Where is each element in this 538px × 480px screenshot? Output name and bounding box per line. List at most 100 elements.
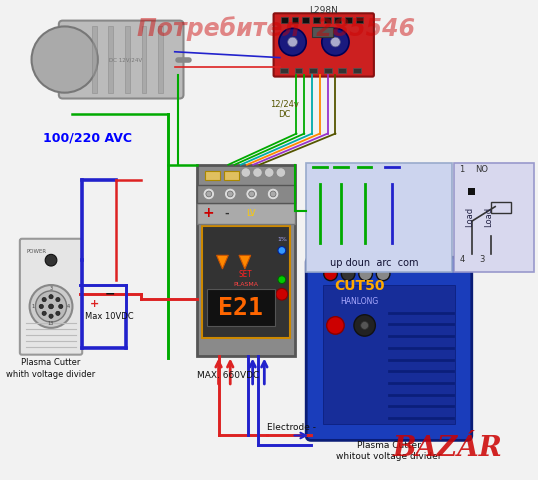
Circle shape [224,188,236,200]
Circle shape [249,191,254,197]
Text: -: - [224,208,229,218]
Text: BAZÁR: BAZÁR [393,435,502,462]
Circle shape [276,288,288,300]
Text: POWER: POWER [27,249,47,253]
Bar [280,68,288,73]
Polygon shape [217,255,228,269]
Text: SET: SET [239,270,253,279]
Text: 1: 1 [459,165,465,174]
Text: L298N: L298N [309,6,338,15]
Circle shape [264,168,274,178]
Bar [281,17,288,23]
Polygon shape [239,255,251,269]
Circle shape [36,291,67,322]
Circle shape [59,304,63,309]
Text: Load: Load [484,207,493,228]
FancyBboxPatch shape [306,257,472,440]
Circle shape [30,285,73,328]
Text: DC 12V/24V: DC 12V/24V [109,57,143,62]
Circle shape [327,317,344,334]
Circle shape [276,168,286,178]
Text: E21: E21 [218,296,264,320]
Bar [197,203,294,224]
Circle shape [39,304,44,309]
Circle shape [228,191,233,197]
Bar [324,17,330,23]
Circle shape [267,188,279,200]
Circle shape [56,298,60,302]
Bar [197,165,294,356]
FancyBboxPatch shape [59,21,183,98]
Bar [294,68,302,73]
Text: 13: 13 [48,322,54,326]
Circle shape [270,191,276,197]
Text: Load: Load [465,207,475,228]
Text: −: − [104,288,115,301]
Text: MAX. 660VDC: MAX. 660VDC [197,371,259,380]
Bar [158,26,163,93]
Bar [141,26,146,93]
Circle shape [278,276,286,284]
Text: Max 10VDC: Max 10VDC [85,312,134,321]
Text: 3: 3 [479,255,484,264]
Circle shape [361,322,369,329]
Text: up doun  arc  com: up doun arc com [330,258,419,268]
Text: HANLONG: HANLONG [341,297,379,306]
Circle shape [253,168,263,178]
Circle shape [279,28,306,56]
Bar [302,17,309,23]
Bar [313,17,320,23]
Bar [292,17,299,23]
Circle shape [42,298,46,302]
Circle shape [32,26,98,93]
Bar [312,27,334,37]
Circle shape [376,267,390,281]
Bar [109,26,114,93]
Circle shape [206,191,212,197]
Bar [335,17,341,23]
Text: PLASMA: PLASMA [233,282,258,287]
FancyBboxPatch shape [20,239,82,355]
Circle shape [359,267,372,281]
Circle shape [49,295,53,299]
Bar [491,202,511,214]
Circle shape [56,311,60,315]
Circle shape [45,254,57,266]
Circle shape [241,168,251,178]
Bar [202,226,289,338]
Circle shape [288,37,298,47]
Circle shape [341,267,355,281]
Text: LV: LV [246,209,256,218]
Bar [197,185,294,203]
Bar [125,26,130,93]
Text: 12/24v
DC: 12/24v DC [270,99,299,119]
Circle shape [330,37,341,47]
Bar [356,17,363,23]
Bar [306,163,452,272]
Bar [207,289,275,326]
Circle shape [324,267,337,281]
Circle shape [48,304,53,309]
Bar [353,68,361,73]
Bar [92,26,97,93]
Bar [224,170,239,180]
Text: 1%: 1% [277,237,287,242]
Bar [338,68,346,73]
Text: 3: 3 [49,287,53,291]
FancyBboxPatch shape [369,240,409,267]
Bar [454,163,534,272]
Circle shape [42,311,46,315]
Bar [345,17,352,23]
Text: Electrode -: Electrode - [267,423,316,432]
Circle shape [354,315,376,336]
Text: 100/220 AVC: 100/220 AVC [43,132,132,145]
Bar [205,170,220,180]
Text: NO: NO [475,165,488,174]
Circle shape [322,28,349,56]
Bar [468,188,475,195]
Text: 4: 4 [459,255,465,264]
Text: 1: 1 [32,304,35,309]
Text: +: + [203,206,215,220]
FancyBboxPatch shape [274,13,374,77]
Bar [324,68,331,73]
